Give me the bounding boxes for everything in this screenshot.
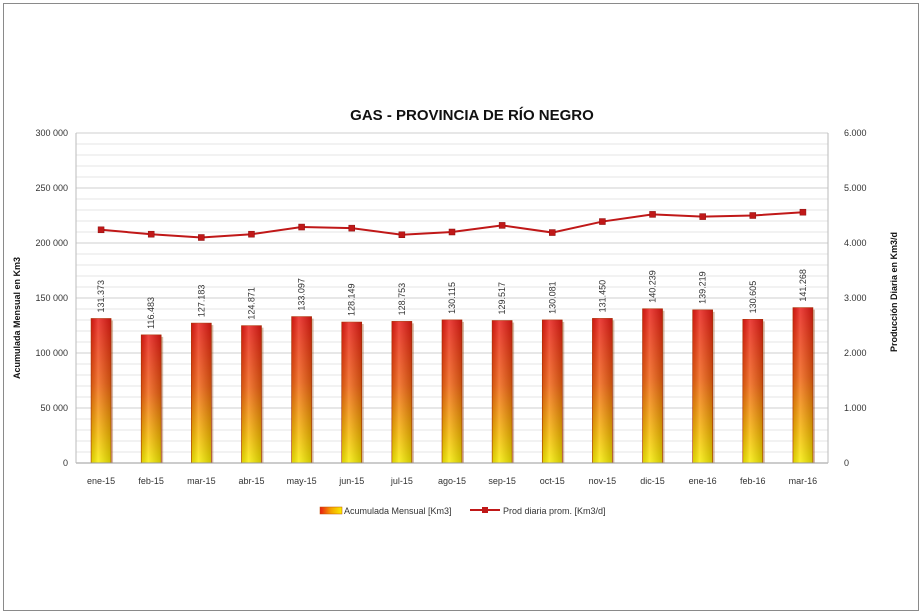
bar-highlight: [592, 318, 613, 463]
bar-highlight: [642, 308, 663, 463]
data-label: 133.097: [297, 278, 307, 311]
line-marker: [699, 213, 706, 220]
legend-bar-label: Acumulada Mensual [Km3]: [344, 506, 452, 516]
y2-axis-title: Producción Diaria en Km3/d: [889, 232, 899, 352]
x-tick-label: dic-15: [640, 476, 665, 486]
y-tick-label: 150 000: [35, 293, 68, 303]
bar-highlight: [692, 309, 713, 463]
y-tick-label: 200 000: [35, 238, 68, 248]
line-marker: [799, 208, 807, 216]
bar-highlight: [542, 319, 563, 463]
bar-highlight: [91, 318, 112, 463]
y-tick-label: 0: [63, 458, 68, 468]
y2-tick-label: 6.000: [844, 128, 867, 138]
line-marker: [248, 230, 255, 238]
y2-tick-label: 0: [844, 458, 849, 468]
legend-line-label: Prod diaria prom. [Km3/d]: [503, 506, 606, 516]
x-tick-label: nov-15: [589, 476, 617, 486]
line-marker: [398, 231, 406, 238]
y2-tick-label: 3.000: [844, 293, 867, 303]
y2-tick-label: 4.000: [844, 238, 867, 248]
legend-line-marker: [482, 507, 488, 513]
x-axis-ticks: ene-15 feb-15 mar-15 abr-15 may-15 jun-15 jul-…: [87, 476, 817, 486]
y-axis-ticks: 0 50 000 100 000 150 000 200 000 250 000 300 0…: [35, 128, 68, 468]
bar-highlight: [391, 321, 412, 463]
bar-highlight: [341, 322, 362, 463]
bar-highlight: [792, 307, 813, 463]
line-marker: [448, 228, 456, 236]
y-tick-label: 300 000: [35, 128, 68, 138]
legend-bar-swatch: [319, 506, 343, 515]
data-label: 116.483: [146, 297, 156, 329]
line-marker: [348, 224, 355, 232]
bar-highlight: [141, 334, 162, 463]
line-marker: [298, 223, 305, 231]
bar-highlight: [742, 319, 763, 463]
x-tick-label: jun-15: [338, 476, 364, 486]
bar-highlight: [241, 325, 262, 463]
x-tick-label: sep-15: [488, 476, 516, 486]
data-label: 139.219: [698, 271, 708, 304]
line-series: [97, 208, 807, 241]
x-tick-label: may-15: [287, 476, 317, 486]
data-label: 130.081: [547, 281, 557, 314]
data-label: 131.373: [96, 280, 106, 313]
x-tick-label: ene-15: [87, 476, 115, 486]
x-tick-label: ene-16: [689, 476, 717, 486]
x-tick-label: ago-15: [438, 476, 466, 486]
line-marker: [649, 211, 656, 218]
line-marker: [198, 234, 205, 241]
data-labels: 131.373 116.483 127.183 124.871 133.097 128.1…: [96, 269, 808, 329]
x-tick-label: mar-16: [789, 476, 818, 486]
line-marker: [147, 230, 155, 238]
y2-axis-ticks: 0 1.000 2.000 3.000 4.000 5.000 6.000: [844, 128, 867, 468]
y2-tick-label: 5.000: [844, 183, 867, 193]
chart-frame: [3, 3, 919, 611]
bar-series: [90, 307, 815, 464]
data-label: 130.115: [447, 282, 457, 314]
x-tick-label: feb-15: [138, 476, 164, 486]
data-label: 131.450: [597, 280, 607, 313]
y2-tick-label: 2.000: [844, 348, 867, 358]
x-tick-label: mar-15: [187, 476, 216, 486]
data-label: 124.871: [246, 287, 256, 320]
y-tick-label: 250 000: [35, 183, 68, 193]
line-marker: [498, 222, 506, 229]
x-tick-label: jul-15: [390, 476, 413, 486]
data-label: 130.605: [748, 281, 758, 314]
legend: Acumulada Mensual [Km3] Prod diaria prom…: [319, 506, 606, 516]
data-label: 129.517: [497, 282, 507, 315]
line-marker: [549, 229, 556, 236]
data-label: 141.268: [798, 269, 808, 302]
data-label: 128.149: [347, 283, 357, 316]
line-marker: [749, 212, 757, 219]
x-tick-label: feb-16: [740, 476, 766, 486]
y-tick-label: 50 000: [40, 403, 68, 413]
bar-highlight: [492, 320, 513, 463]
data-label: 140.239: [648, 270, 658, 303]
x-tick-label: oct-15: [540, 476, 565, 486]
line-marker: [599, 218, 606, 225]
bar-highlight: [442, 319, 462, 463]
y-tick-label: 100 000: [35, 348, 68, 358]
bar-highlight: [191, 323, 212, 463]
y-axis-title: Acumulada Mensual en Km3: [12, 257, 22, 379]
data-label: 127.183: [196, 285, 206, 318]
y2-tick-label: 1.000: [844, 403, 867, 413]
x-tick-label: abr-15: [238, 476, 264, 486]
line-marker: [97, 226, 105, 234]
bar-highlight: [291, 316, 312, 463]
data-label: 128.753: [397, 283, 407, 316]
chart-title: GAS - PROVINCIA DE RÍO NEGRO: [350, 107, 594, 124]
